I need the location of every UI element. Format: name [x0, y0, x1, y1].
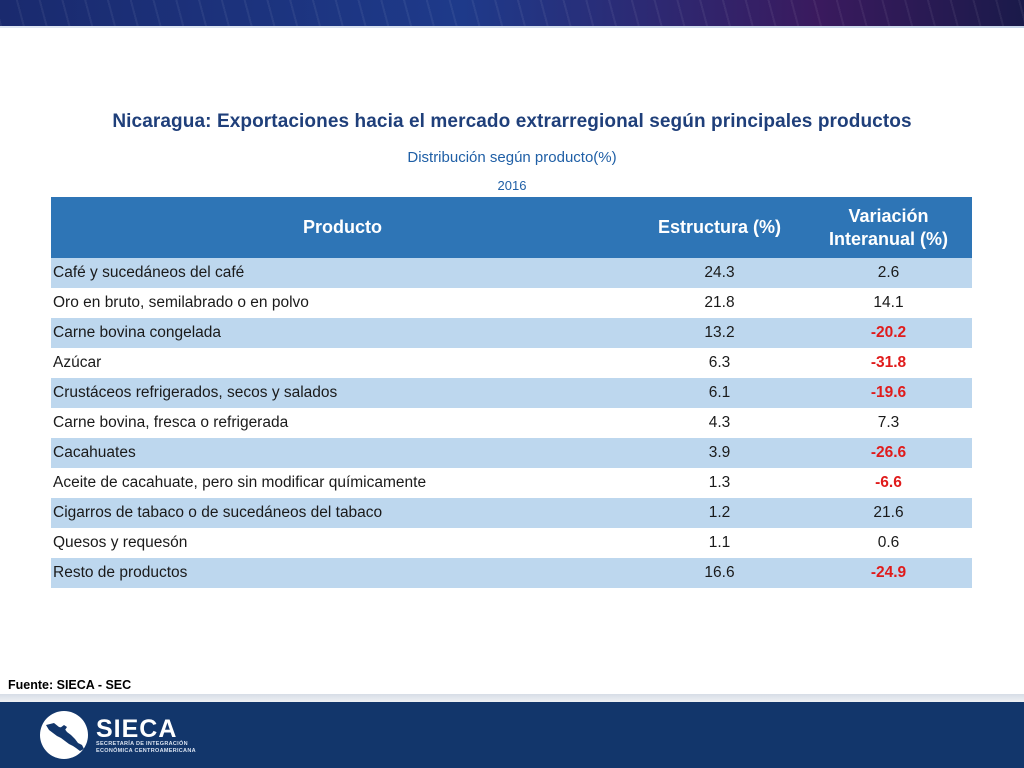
table-row: Quesos y requesón 1.1 0.6: [51, 528, 972, 558]
table-row: Carne bovina congelada 13.2 -20.2: [51, 318, 972, 348]
central-america-map-icon: [40, 711, 88, 759]
source-note: Fuente: SIECA - SEC: [8, 678, 132, 692]
table-header-row: Producto Estructura (%) Variación Intera…: [51, 197, 972, 258]
page-subtitle: Distribución según producto(%): [407, 149, 617, 166]
cell-estructura: 1.2: [634, 498, 805, 528]
header-producto: Producto: [51, 197, 634, 258]
cell-variacion: -19.6: [805, 378, 972, 408]
cell-variacion: -20.2: [805, 318, 972, 348]
table-body: Café y sucedáneos del café 24.3 2.6 Oro en …: [51, 258, 972, 588]
cell-estructura: 3.9: [634, 438, 805, 468]
cell-estructura: 6.3: [634, 348, 805, 378]
logo-sub-line1: SECRETARÍA DE INTEGRACIÓN: [96, 741, 188, 747]
header-estructura: Estructura (%): [634, 197, 805, 258]
exports-table: Producto Estructura (%) Variación Intera…: [51, 197, 972, 588]
table-row: Carne bovina, fresca o refrigerada 4.3 7.3: [51, 408, 972, 438]
table-row: Café y sucedáneos del café 24.3 2.6: [51, 258, 972, 288]
cell-producto: Quesos y requesón: [51, 528, 634, 558]
cell-variacion: -6.6: [805, 468, 972, 498]
header-variacion-line1: Variación: [848, 205, 929, 226]
cell-producto: Oro en bruto, semilabrado o en polvo: [51, 288, 634, 318]
cell-estructura: 1.3: [634, 468, 805, 498]
cell-producto: Azúcar: [51, 348, 634, 378]
cell-variacion: -31.8: [805, 348, 972, 378]
page-title: Nicaragua: Exportaciones hacia el mercad…: [112, 111, 912, 132]
cell-variacion: 14.1: [805, 288, 972, 318]
cell-producto: Aceite de cacahuate, pero sin modificar …: [51, 468, 634, 498]
top-divider: [0, 26, 1024, 28]
table-row: Cigarros de tabaco o de sucedáneos del t…: [51, 498, 972, 528]
cell-estructura: 13.2: [634, 318, 805, 348]
cell-producto: Carne bovina congelada: [51, 318, 634, 348]
cell-estructura: 21.8: [634, 288, 805, 318]
cell-estructura: 24.3: [634, 258, 805, 288]
footer-bar: [0, 702, 1024, 768]
cell-estructura: 16.6: [634, 558, 805, 588]
cell-producto: Cacahuates: [51, 438, 634, 468]
table-row: Cacahuates 3.9 -26.6: [51, 438, 972, 468]
sieca-logo-subtitle: SECRETARÍA DE INTEGRACIÓN ECONÓMICA CENT…: [96, 741, 196, 755]
sieca-logo-text: SIECA: [96, 715, 178, 743]
year-label: 2016: [497, 178, 527, 193]
cell-variacion: -24.9: [805, 558, 972, 588]
header-variacion-line2: Interanual (%): [828, 228, 948, 249]
table-row: Resto de productos 16.6 -24.9: [51, 558, 972, 588]
table-row: Aceite de cacahuate, pero sin modificar …: [51, 468, 972, 498]
cell-producto: Café y sucedáneos del café: [51, 258, 634, 288]
cell-estructura: 4.3: [634, 408, 805, 438]
logo-sub-line2: ECONÓMICA CENTROAMERICANA: [96, 748, 196, 754]
cell-variacion: -26.6: [805, 438, 972, 468]
cell-producto: Cigarros de tabaco o de sucedáneos del t…: [51, 498, 634, 528]
footer-divider: [0, 694, 1024, 702]
header-variacion: Variación Interanual (%): [805, 197, 972, 258]
cell-producto: Carne bovina, fresca o refrigerada: [51, 408, 634, 438]
cell-variacion: 2.6: [805, 258, 972, 288]
cell-variacion: 7.3: [805, 408, 972, 438]
table-row: Azúcar 6.3 -31.8: [51, 348, 972, 378]
top-banner: [0, 0, 1024, 26]
cell-variacion: 21.6: [805, 498, 972, 528]
cell-estructura: 1.1: [634, 528, 805, 558]
cell-estructura: 6.1: [634, 378, 805, 408]
table-row: Crustáceos refrigerados, secos y salados…: [51, 378, 972, 408]
cell-producto: Resto de productos: [51, 558, 634, 588]
cell-variacion: 0.6: [805, 528, 972, 558]
table-row: Oro en bruto, semilabrado o en polvo 21.8…: [51, 288, 972, 318]
cell-producto: Crustáceos refrigerados, secos y salados: [51, 378, 634, 408]
